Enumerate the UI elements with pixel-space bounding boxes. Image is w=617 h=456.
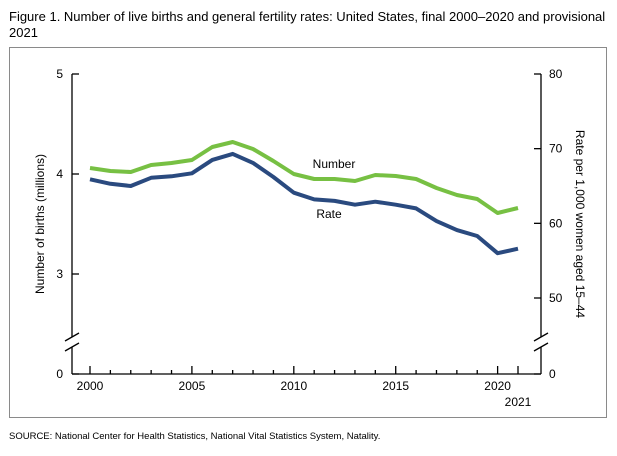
- x-axis-tick-label: 2000: [77, 379, 104, 393]
- right-axis-tick-label: 50: [549, 291, 563, 305]
- left-axis-break-mark: [64, 332, 80, 342]
- series-label-rate: Rate: [316, 207, 342, 221]
- right-axis-tick-label: 60: [549, 216, 563, 230]
- left-axis-tick-label: 4: [56, 167, 63, 181]
- y-axis-title: Number of births (millions): [33, 154, 47, 294]
- x-axis-tick-label: 2015: [382, 379, 409, 393]
- chart-frame: [9, 47, 607, 418]
- left-axis-break-mark: [64, 342, 80, 352]
- left-axis-tick-label: 5: [56, 67, 63, 81]
- y2-axis-title: Rate per 1,000 women aged 15–44: [573, 130, 587, 318]
- right-axis-tick-label: 80: [549, 67, 563, 81]
- series-line-rate: [89, 151, 519, 256]
- right-axis-break-mark: [533, 342, 549, 352]
- x-axis-tick-label: 2021: [505, 395, 532, 409]
- x-axis-tick-label: 2020: [484, 379, 511, 393]
- series-line-number: [89, 140, 519, 215]
- left-axis-tick-label: 0: [56, 367, 63, 381]
- figure-title: Figure 1. Number of live births and gene…: [9, 9, 606, 40]
- right-axis-break-mark: [533, 332, 549, 342]
- right-axis-tick-label: 0: [549, 367, 556, 381]
- right-axis-tick-label: 70: [549, 142, 563, 156]
- source-note: SOURCE: National Center for Health Stati…: [9, 431, 381, 442]
- left-axis-tick-label: 3: [56, 267, 63, 281]
- x-axis-tick-label: 2005: [179, 379, 206, 393]
- series-label-number: Number: [313, 157, 356, 171]
- x-axis-tick-label: 2010: [280, 379, 307, 393]
